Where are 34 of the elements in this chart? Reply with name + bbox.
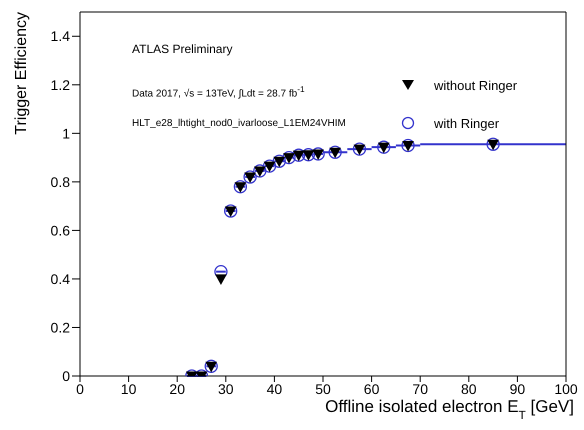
legend-label: with Ringer	[434, 116, 500, 130]
x-tick-label: 70	[412, 380, 428, 397]
x-tick-label: 80	[461, 380, 477, 397]
x-tick-label: 10	[120, 380, 137, 397]
point	[352, 142, 366, 156]
point	[262, 159, 276, 173]
x-axis-title: Offline isolated electron E$_{T}$ [GeV]	[325, 397, 574, 422]
x-tick-label: 90	[510, 380, 526, 397]
annotation: HLT_e28_lhtight_nod0_ivarloose_L1EM24VHIM	[132, 118, 346, 129]
x-tick-label: 60	[364, 380, 380, 397]
x-tick-label: 30	[218, 380, 234, 397]
y-axis-title: Trigger Efficiency	[13, 12, 30, 135]
point	[243, 170, 257, 184]
x-tick-label: 0	[76, 380, 84, 397]
legend-label: without Ringer	[434, 78, 518, 92]
point	[354, 144, 365, 155]
annotation: Data 2017, √s = 13TeV, ∫Ldt = 28.7 fb$^{-1}$	[132, 84, 305, 100]
x-tick-label: 50	[315, 380, 331, 397]
y-tick-label: 0.8	[50, 174, 70, 190]
annotation: ATLAS Preliminary	[132, 42, 232, 56]
y-tick-label: 1.4	[50, 28, 70, 44]
y-tick-label: 0.4	[50, 270, 70, 287]
x-tick-label: 20	[169, 380, 186, 397]
point	[264, 162, 276, 172]
y-tick-label: 0	[62, 368, 70, 384]
x-tick-label: 40	[266, 380, 282, 397]
y-tick-label: 0.2	[50, 319, 70, 336]
point	[214, 265, 228, 278]
y-tick-label: 1	[62, 125, 70, 142]
point	[244, 172, 256, 183]
point	[215, 274, 226, 284]
y-tick-label: 1.2	[50, 76, 70, 93]
y-tick-label: 0.6	[50, 222, 70, 238]
x-tick-label: 100	[554, 380, 578, 397]
